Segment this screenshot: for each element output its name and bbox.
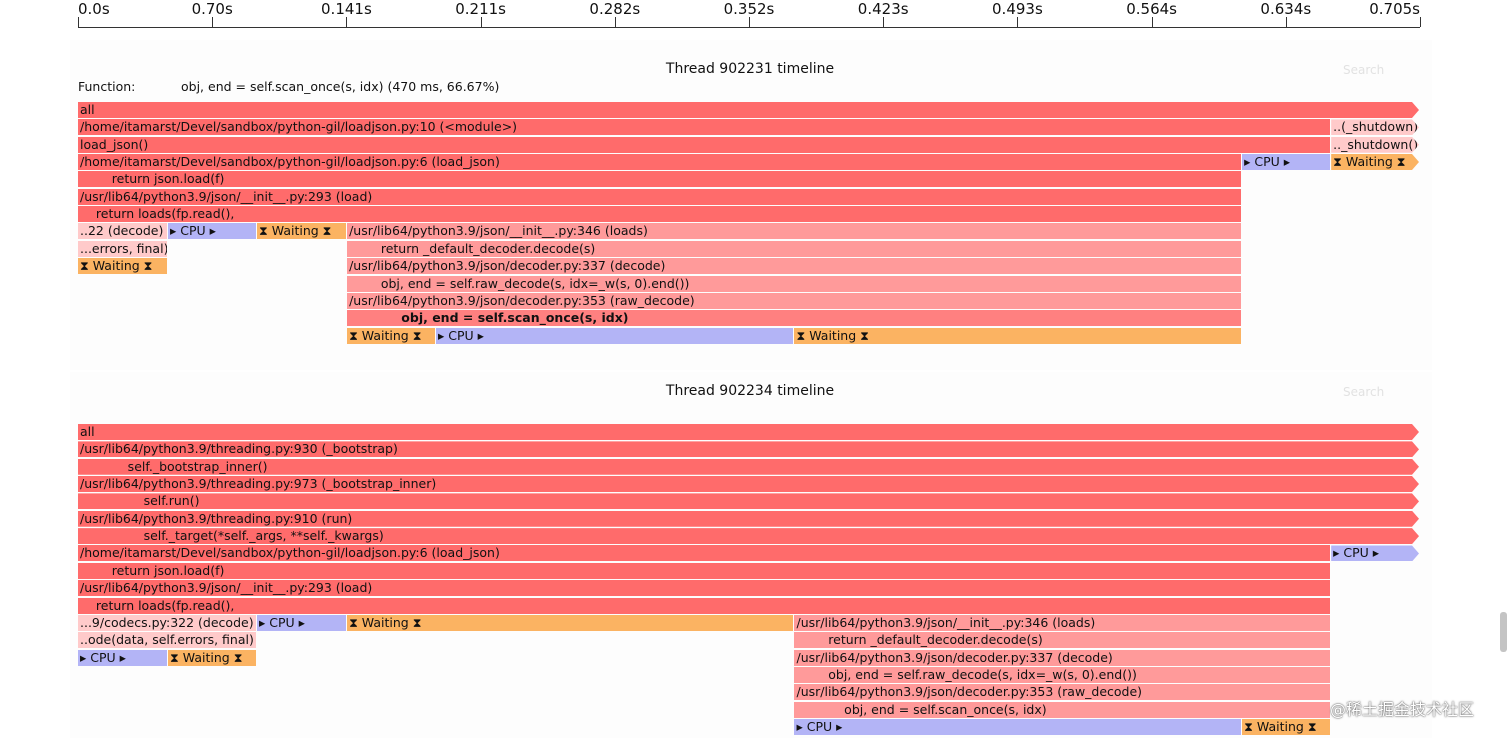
thread-title: Thread 902231 timeline: [665, 61, 835, 77]
frame-bar[interactable]: ⧗ Waiting ⧗: [1242, 718, 1331, 735]
axis-tick-label: 0.564s: [1126, 0, 1177, 18]
frame-bar[interactable]: obj, end = self.raw_decode(s, idx=_w(s, …: [347, 275, 1242, 292]
frame-bar[interactable]: ⧗ Waiting ⧗: [257, 223, 347, 240]
frame-bar[interactable]: /usr/lib64/python3.9/json/__init__.py:29…: [78, 580, 1331, 597]
axis-tick: [1420, 17, 1421, 27]
axis-tick-label: 0.352s: [723, 0, 775, 18]
axis-tick-label: 0.70s: [191, 0, 233, 18]
axis-tick: [480, 17, 482, 27]
frame-bar[interactable]: return json.load(f): [78, 171, 1242, 188]
frame-bar[interactable]: ▸ CPU ▸: [1242, 154, 1331, 171]
frame-bar[interactable]: /home/itamarst/Devel/sandbox/python-gil/…: [78, 154, 1242, 171]
frame-bar[interactable]: ▸ CPU ▸: [78, 649, 168, 666]
frame-bar[interactable]: ▸ CPU ▸: [168, 223, 257, 240]
frame-bar[interactable]: /usr/lib64/python3.9/threading.py:910 (r…: [78, 511, 1419, 527]
frame-bar[interactable]: ...9/codecs.py:322 (decode): [78, 614, 257, 631]
thread-title: Thread 902234 timeline: [665, 383, 835, 399]
axis-tick: [1151, 17, 1153, 27]
frame-bar[interactable]: ▸ CPU ▸: [436, 327, 794, 344]
frame-bar[interactable]: ▸ CPU ▸: [257, 614, 347, 631]
frame-bar[interactable]: /home/itamarst/Devel/sandbox/python-gil/…: [78, 119, 1331, 136]
axis-tick-label: 0.423s: [857, 0, 909, 18]
frame-bar[interactable]: all: [78, 102, 1419, 118]
frame-bar[interactable]: /usr/lib64/python3.9/json/__init__.py:29…: [78, 188, 1242, 205]
frame-bar[interactable]: obj, end = self.raw_decode(s, idx=_w(s, …: [794, 666, 1331, 683]
frame-bar[interactable]: /usr/lib64/python3.9/json/decoder.py:337…: [794, 649, 1331, 666]
frame-bar[interactable]: /usr/lib64/python3.9/json/__init__.py:34…: [347, 223, 1242, 240]
scrollbar-thumb[interactable]: [1500, 612, 1507, 652]
axis-tick: [614, 17, 616, 27]
axis-tick-label: 0.493s: [992, 0, 1043, 18]
frame-bar[interactable]: /usr/lib64/python3.9/threading.py:973 (_…: [78, 476, 1419, 492]
function-label: Function:: [78, 79, 136, 94]
frame-bar[interactable]: ▸ CPU ▸: [794, 718, 1242, 735]
watermark: @稀土掘金技术社区: [1330, 700, 1475, 719]
frame-bar[interactable]: .._shutdown():: [1333, 136, 1419, 152]
frame-bar[interactable]: obj, end = self.scan_once(s, idx): [794, 701, 1331, 718]
axis-tick: [883, 17, 885, 27]
frame-bar[interactable]: ⧗ Waiting ⧗: [78, 258, 168, 275]
flamegraph-2: all/usr/lib64/python3.9/threading.py:930…: [78, 424, 1420, 736]
frame-bar[interactable]: /usr/lib64/python3.9/threading.py:930 (_…: [78, 441, 1419, 457]
axis-tick: [346, 17, 348, 27]
frame-bar[interactable]: /usr/lib64/python3.9/json/decoder.py:353…: [347, 292, 1242, 309]
frame-bar[interactable]: return loads(fp.read(),: [78, 597, 1331, 614]
axis-tick-label: 0.211s: [455, 0, 506, 18]
frame-bar[interactable]: ⧗ Waiting ⧗: [347, 614, 794, 631]
frame-bar[interactable]: ⧗ Waiting ⧗: [347, 327, 436, 344]
axis-tick-label: 0.282s: [589, 0, 641, 18]
frame-bar[interactable]: return _default_decoder.decode(s): [794, 632, 1331, 649]
flamegraph-1: all/home/itamarst/Devel/sandbox/python-g…: [78, 102, 1420, 352]
frame-bar[interactable]: ..22 (decode): [78, 223, 168, 240]
frame-bar[interactable]: ⧗ Waiting ⧗: [168, 649, 257, 666]
axis-tick-label: 0.634s: [1260, 0, 1312, 18]
frame-bar[interactable]: /usr/lib64/python3.9/json/decoder.py:337…: [347, 258, 1242, 275]
axis-tick: [212, 17, 214, 27]
frame-bar[interactable]: return json.load(f): [78, 562, 1331, 579]
axis-tick-label: 0.0s: [78, 0, 110, 18]
frame-bar[interactable]: all: [78, 424, 1419, 440]
axis-tick: [78, 17, 79, 27]
frame-bar[interactable]: /home/itamarst/Devel/sandbox/python-gil/…: [78, 545, 1331, 562]
frame-bar[interactable]: self._bootstrap_inner(): [78, 459, 1419, 475]
frame-bar[interactable]: ...errors, final): [78, 240, 168, 257]
frame-bar[interactable]: obj, end = self.scan_once(s, idx): [347, 310, 1242, 327]
axis-tick-label: 0.705s: [1369, 0, 1420, 18]
frame-bar[interactable]: ..ode(data, self.errors, final): [78, 632, 257, 649]
axis-tick-label: 0.141s: [321, 0, 372, 18]
frame-bar[interactable]: load_json(): [78, 136, 1331, 153]
time-axis: 0.0s 0.70s 0.141s 0.211s 0.282s 0.352s 0.423s 0…: [0, 0, 1512, 36]
search-input[interactable]: Search: [1343, 385, 1385, 399]
search-input[interactable]: Search: [1343, 63, 1385, 77]
frame-bar[interactable]: /usr/lib64/python3.9/json/decoder.py:353…: [794, 684, 1331, 701]
axis-tick: [1017, 17, 1019, 27]
frame-bar[interactable]: return _default_decoder.decode(s): [347, 240, 1242, 257]
frame-bar[interactable]: return loads(fp.read(),: [78, 206, 1242, 223]
frame-bar[interactable]: self.run(): [78, 493, 1419, 509]
frame-bar[interactable]: ⧗ Waiting ⧗: [1331, 154, 1419, 170]
function-value: obj, end = self.scan_once(s, idx) (470 m…: [181, 79, 500, 94]
frame-bar[interactable]: self._target(*self._args, **self._kwargs…: [78, 528, 1419, 544]
frame-bar[interactable]: ⧗ Waiting ⧗: [794, 327, 1242, 344]
axis-tick: [1285, 17, 1287, 27]
axis-line: [78, 27, 1420, 28]
frame-bar[interactable]: ..(_shutdown): [1333, 119, 1419, 135]
thread-panel-2: Thread 902234 timeline Search all/usr/li…: [70, 372, 1432, 738]
thread-panel-1: Thread 902231 timeline Search Function: …: [70, 40, 1432, 370]
axis-tick: [749, 17, 750, 27]
frame-bar[interactable]: ▸ CPU ▸: [1331, 545, 1419, 561]
frame-bar[interactable]: /usr/lib64/python3.9/json/__init__.py:34…: [794, 614, 1331, 631]
